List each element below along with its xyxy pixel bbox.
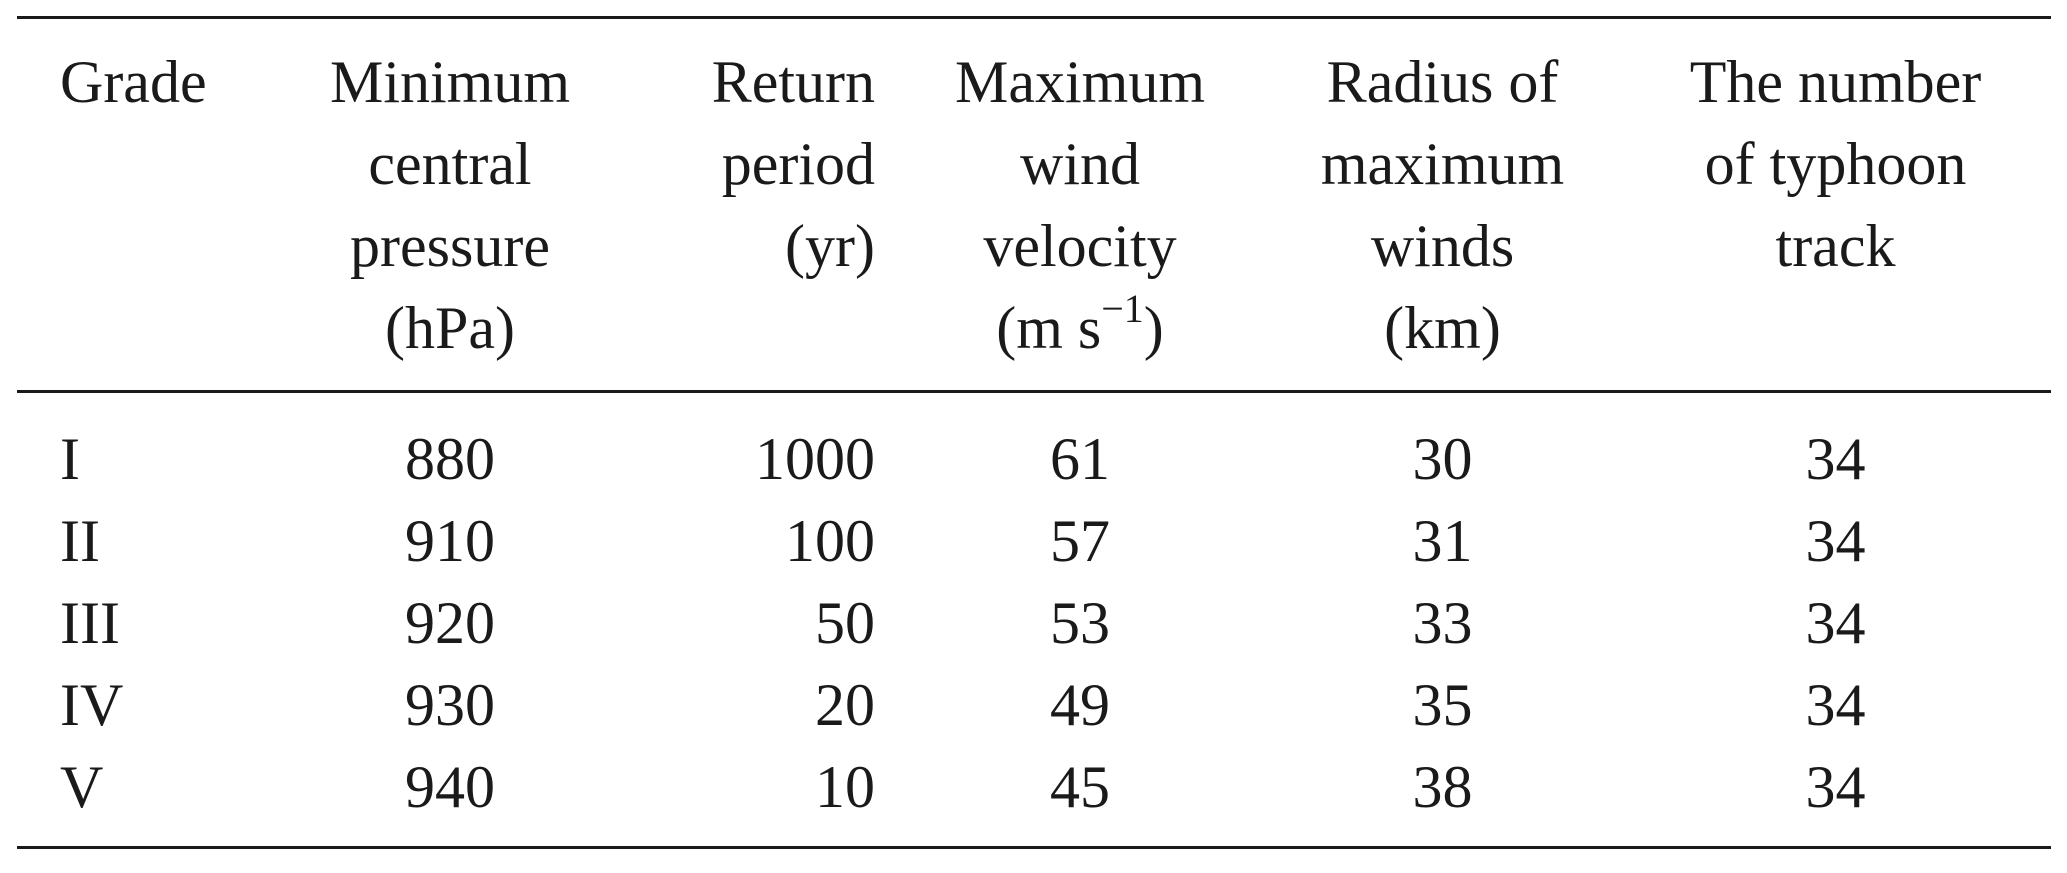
cell-track-count: 34 — [1805, 508, 1866, 574]
cell-grade: II — [60, 508, 100, 574]
cell-pressure: 910 — [405, 508, 495, 574]
cell-track-count: 34 — [1805, 426, 1866, 492]
bottom-rule — [17, 846, 2051, 849]
cell-wind-velocity: 53 — [1050, 590, 1110, 656]
cell-wind-velocity: 57 — [1050, 508, 1110, 574]
header-return-period: Return period (yr) — [711, 49, 875, 279]
cell-grade: III — [60, 590, 120, 656]
cell-pressure: 880 — [405, 426, 495, 492]
header-row: Grade Minimum central pressure (hPa) Ret… — [17, 19, 2051, 390]
cell-track-count: 34 — [1805, 590, 1866, 656]
header-table: Grade Minimum central pressure (hPa) Ret… — [17, 19, 2051, 390]
table-row: I 880 1000 61 30 34 — [17, 393, 2051, 500]
header-wind-velocity: Maximum wind velocity (m s−1) — [895, 19, 1265, 390]
cell-pressure: 940 — [405, 754, 495, 820]
top-rule — [17, 16, 2051, 19]
cell-track-count: 34 — [1805, 672, 1866, 738]
cell-return-period: 100 — [785, 508, 875, 574]
mid-rule — [17, 390, 2051, 393]
table-row: III 920 50 53 33 34 — [17, 582, 2051, 664]
cell-radius: 30 — [1412, 426, 1473, 492]
cell-return-period: 50 — [815, 590, 875, 656]
table-row: V 940 10 45 38 34 — [17, 746, 2051, 846]
header-track-count: The number of typhoon track — [1689, 49, 1982, 279]
cell-wind-velocity: 49 — [1050, 672, 1110, 738]
header-grade: Grade — [60, 49, 207, 115]
cell-radius: 31 — [1412, 508, 1473, 574]
cell-return-period: 20 — [815, 672, 875, 738]
header-pressure: Minimum central pressure (hPa) — [329, 49, 571, 361]
cell-pressure: 920 — [405, 590, 495, 656]
cell-grade: V — [60, 754, 104, 820]
cell-radius: 38 — [1412, 754, 1473, 820]
cell-grade: I — [60, 426, 80, 492]
cell-radius: 33 — [1412, 590, 1473, 656]
cell-wind-velocity: 45 — [1050, 754, 1110, 820]
cell-wind-velocity: 61 — [1050, 426, 1110, 492]
cell-return-period: 10 — [815, 754, 875, 820]
body-table: I 880 1000 61 30 34 II 910 100 57 31 34 … — [17, 393, 2051, 846]
table-row: IV 930 20 49 35 34 — [17, 664, 2051, 746]
cell-radius: 35 — [1412, 672, 1473, 738]
typhoon-grade-table: Grade Minimum central pressure (hPa) Ret… — [17, 16, 2051, 849]
cell-track-count: 34 — [1805, 754, 1866, 820]
wind-unit: (m s−1) — [996, 286, 1164, 361]
cell-grade: IV — [60, 672, 124, 738]
table-row: II 910 100 57 31 34 — [17, 500, 2051, 582]
cell-pressure: 930 — [405, 672, 495, 738]
header-radius: Radius of maximum winds (km) — [1320, 49, 1565, 361]
cell-return-period: 1000 — [755, 426, 875, 492]
